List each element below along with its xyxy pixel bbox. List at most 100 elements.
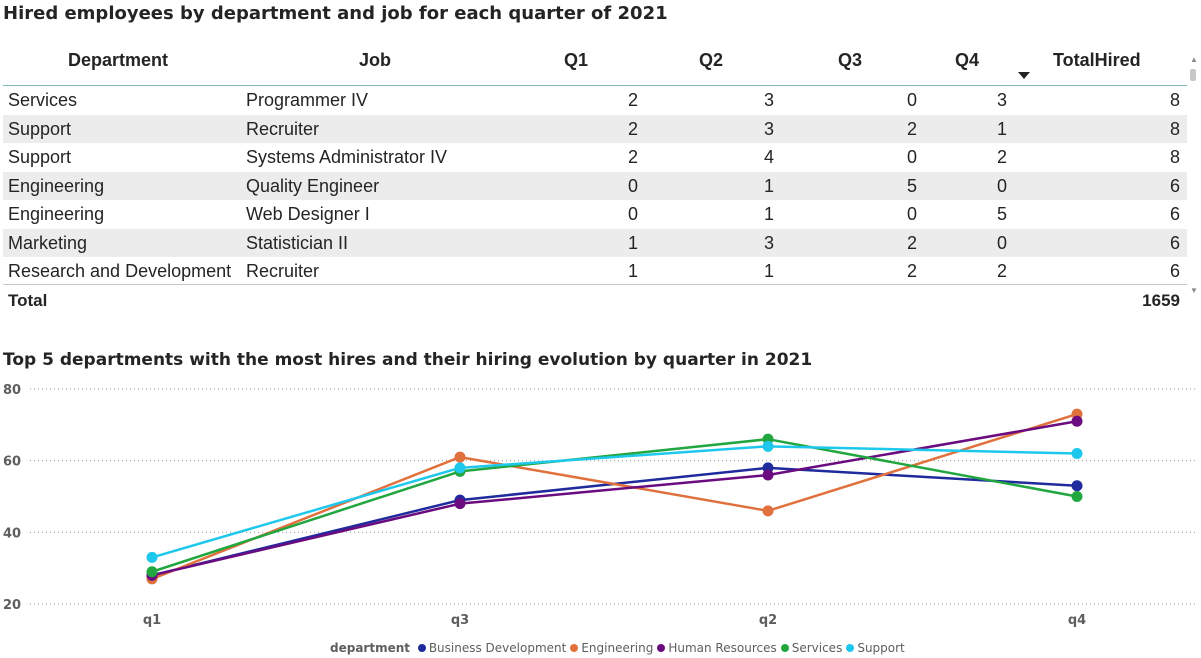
table-row[interactable]: Marketing Statistician II 1 3 2 0 6: [3, 228, 1187, 257]
table-row[interactable]: Services Programmer IV 2 3 0 3 8: [3, 86, 1187, 115]
cell-q2: 3: [763, 232, 774, 253]
cell-department: Engineering: [8, 204, 105, 224]
table-row[interactable]: Engineering Quality Engineer 0 1 5 0 6: [3, 171, 1187, 200]
scroll-thumb[interactable]: [1190, 69, 1196, 81]
legend-marker-icon: [780, 644, 789, 652]
column-header-q3[interactable]: Q3: [838, 50, 863, 70]
data-point: [1071, 415, 1083, 427]
legend-item[interactable]: Services: [780, 641, 843, 655]
legend-label: Support: [857, 641, 905, 655]
legend-item[interactable]: Business Development: [417, 641, 566, 655]
cell-job: Web Designer I: [246, 204, 370, 224]
chart-legend: department Business Development Engineeri…: [330, 641, 909, 655]
cell-q1: 2: [627, 90, 638, 110]
series-line: [151, 445, 1078, 559]
legend-title: department: [330, 641, 410, 655]
y-tick-label: 80: [3, 383, 21, 398]
cell-department: Engineering: [8, 175, 105, 196]
column-header-department[interactable]: Department: [68, 50, 169, 70]
x-tick-label: q1: [143, 613, 161, 628]
cell-q3: 0: [906, 204, 917, 224]
table-row[interactable]: Research and Development Recruiter 1 1 2 2 6: [3, 257, 1187, 286]
chart-title: Top 5 departments with the most hires an…: [3, 350, 813, 370]
cell-q1: 1: [627, 261, 638, 281]
cell-q3: 2: [906, 118, 917, 139]
table-scrollbar[interactable]: ▲ ▼: [1189, 55, 1198, 298]
table-header: Department Job Q1 Q2 Q3 Q4 TotalHired: [3, 40, 1187, 86]
hires-table: Department Job Q1 Q2 Q3 Q4 TotalHired Se…: [3, 40, 1187, 318]
cell-job: Statistician II: [246, 232, 349, 253]
total-label: Total: [8, 291, 48, 310]
cell-q3: 2: [906, 232, 917, 253]
data-point: [146, 551, 158, 563]
data-point: [762, 440, 774, 452]
cell-department: Marketing: [8, 232, 88, 253]
cell-total: 6: [1169, 232, 1180, 253]
table-row[interactable]: Support Recruiter 2 3 2 1 8: [3, 114, 1187, 143]
cell-total: 8: [1169, 118, 1180, 139]
legend-marker-icon: [570, 644, 579, 652]
cell-job: Systems Administrator IV: [246, 147, 448, 167]
series-line: [151, 412, 1078, 581]
cell-department: Research and Development: [8, 261, 232, 281]
table-body: Services Programmer IV 2 3 0 3 8 Support Recruit…: [3, 86, 1187, 286]
cell-q4: 5: [996, 204, 1007, 224]
cell-total: 8: [1169, 90, 1180, 110]
cell-q1: 1: [627, 232, 638, 253]
data-point: [454, 451, 466, 463]
cell-job: Quality Engineer: [246, 175, 380, 196]
cell-q4: 0: [996, 232, 1007, 253]
series-line: [151, 420, 1078, 577]
data-point: [1071, 448, 1083, 459]
legend-label: Human Resources: [668, 641, 777, 655]
cell-q4: 3: [996, 90, 1007, 110]
cell-q3: 5: [906, 175, 917, 196]
column-header-totalhired[interactable]: TotalHired: [1053, 50, 1141, 70]
table-row[interactable]: Support Systems Administrator IV 2 4 0 2 8: [3, 143, 1187, 172]
cell-department: Support: [8, 118, 72, 139]
cell-q2: 1: [763, 204, 774, 224]
table-total-row: Total 1659: [3, 284, 1187, 319]
cell-job: Programmer IV: [246, 90, 369, 110]
cell-q3: 0: [906, 147, 917, 167]
x-tick-label: q3: [451, 613, 469, 628]
data-point: [1071, 480, 1083, 492]
cell-q4: 2: [996, 147, 1007, 167]
total-value: 1659: [1142, 291, 1180, 310]
data-point: [454, 462, 466, 474]
legend-label: Services: [791, 641, 843, 655]
table-title: Hired employees by department and job fo…: [3, 3, 668, 24]
y-tick-label: 40: [3, 526, 21, 541]
table-row[interactable]: Engineering Web Designer I 0 1 0 5 6: [3, 200, 1187, 229]
data-point: [146, 566, 158, 578]
line-chart: 20 40 60 80 q1 q3 q2 q4: [3, 383, 1195, 628]
legend-item[interactable]: Support: [846, 641, 905, 655]
cell-q4: 2: [996, 261, 1007, 281]
column-header-q4[interactable]: Q4: [955, 50, 980, 70]
cell-q1: 2: [627, 147, 638, 167]
legend-marker-icon: [657, 644, 666, 652]
x-tick-label: q4: [1068, 613, 1086, 628]
data-point: [1071, 491, 1083, 502]
cell-department: Services: [8, 90, 78, 110]
cell-q2: 4: [763, 147, 774, 167]
column-header-q1[interactable]: Q1: [564, 50, 589, 70]
cell-q1: 0: [627, 204, 638, 224]
scroll-up-icon[interactable]: ▲: [1190, 55, 1198, 64]
scroll-down-icon[interactable]: ▼: [1190, 286, 1198, 295]
cell-total: 8: [1169, 147, 1180, 167]
legend-marker-icon: [417, 644, 426, 652]
y-tick-label: 20: [3, 598, 21, 613]
cell-q4: 1: [996, 118, 1007, 139]
cell-job: Recruiter: [246, 261, 320, 281]
sort-descending-icon[interactable]: [1018, 72, 1030, 79]
column-header-job[interactable]: Job: [359, 50, 392, 70]
column-header-q2[interactable]: Q2: [699, 50, 724, 70]
cell-q1: 2: [627, 118, 638, 139]
cell-job: Recruiter: [246, 118, 320, 139]
legend-item[interactable]: Engineering: [570, 641, 653, 655]
cell-q3: 0: [906, 90, 917, 110]
legend-item[interactable]: Human Resources: [657, 641, 777, 655]
cell-q1: 0: [627, 175, 638, 196]
cell-q2: 1: [763, 175, 774, 196]
